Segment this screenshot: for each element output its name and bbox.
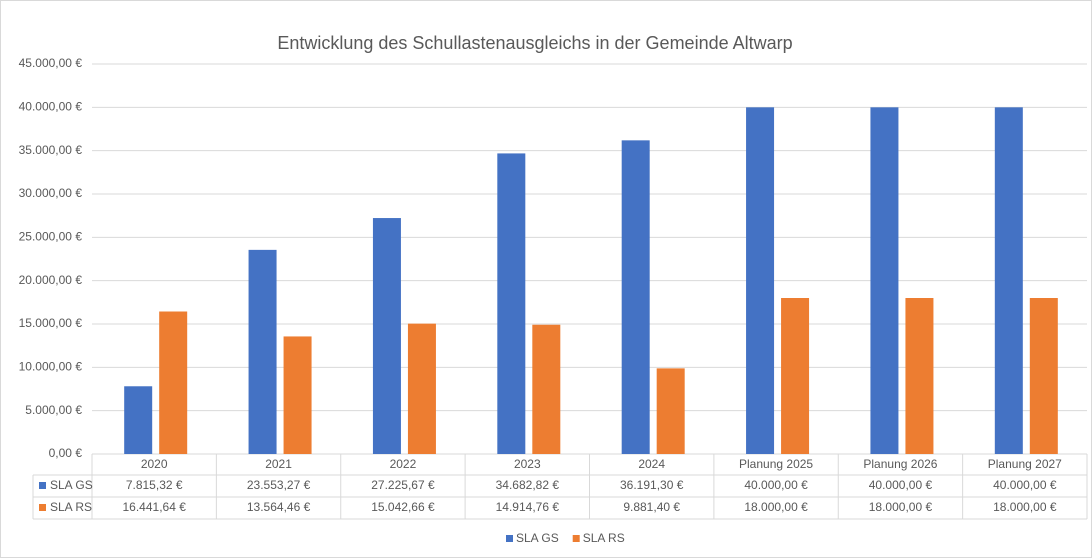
chart-title: Entwicklung des Schullastenausgleichs in… — [277, 33, 792, 53]
y-tick-label: 35.000,00 € — [19, 143, 83, 157]
x-tick-label: Planung 2027 — [988, 457, 1062, 471]
bar — [407, 323, 436, 454]
x-tick-label: 2024 — [638, 457, 665, 471]
table-cell: 40.000,00 € — [744, 478, 808, 492]
table-cell: 34.682,82 € — [496, 478, 560, 492]
bar — [781, 298, 810, 454]
x-tick-label: 2022 — [390, 457, 417, 471]
y-tick-label: 0,00 € — [49, 446, 83, 460]
table-cell: 14.914,76 € — [496, 500, 560, 514]
legend-label: SLA RS — [583, 531, 625, 545]
table-cell: 18.000,00 € — [869, 500, 933, 514]
x-tick-label: 2021 — [265, 457, 292, 471]
bar — [621, 140, 650, 454]
bar — [159, 311, 188, 454]
y-tick-label: 45.000,00 € — [19, 56, 83, 70]
x-tick-label: 2023 — [514, 457, 541, 471]
bar — [994, 107, 1023, 454]
y-tick-label: 10.000,00 € — [19, 360, 83, 374]
legend-key — [572, 535, 580, 542]
table-cell: 13.564,46 € — [247, 500, 311, 514]
table-cell: 40.000,00 € — [993, 478, 1057, 492]
table-cell: 9.881,40 € — [623, 500, 680, 514]
table-series-name: SLA RS — [50, 500, 92, 514]
bar — [124, 386, 153, 454]
x-tick-label: 2020 — [141, 457, 168, 471]
table-series-name: SLA GS — [50, 478, 93, 492]
table-legend-key — [39, 504, 46, 511]
table-cell: 18.000,00 € — [744, 500, 808, 514]
y-tick-label: 15.000,00 € — [19, 316, 83, 330]
bar — [905, 298, 934, 454]
y-tick-label: 20.000,00 € — [19, 273, 83, 287]
y-tick-label: 25.000,00 € — [19, 230, 83, 244]
y-tick-label: 30.000,00 € — [19, 186, 83, 200]
x-tick-label: Planung 2026 — [863, 457, 937, 471]
bar — [656, 368, 685, 454]
bar — [532, 324, 561, 454]
table-cell: 7.815,32 € — [126, 478, 183, 492]
bar — [746, 107, 775, 454]
legend-label: SLA GS — [516, 531, 559, 545]
table-legend-key — [39, 482, 46, 489]
table-cell: 15.042,66 € — [371, 500, 435, 514]
table-cell: 36.191,30 € — [620, 478, 684, 492]
bar — [283, 336, 312, 454]
bar — [372, 218, 401, 454]
bar — [870, 107, 899, 454]
bar — [248, 249, 277, 454]
x-tick-label: Planung 2025 — [739, 457, 813, 471]
y-tick-label: 5.000,00 € — [25, 403, 82, 417]
table-cell: 27.225,67 € — [371, 478, 435, 492]
table-cell: 23.553,27 € — [247, 478, 311, 492]
bar — [1029, 298, 1058, 454]
table-cell: 16.441,64 € — [122, 500, 186, 514]
table-cell: 40.000,00 € — [869, 478, 933, 492]
table-cell: 18.000,00 € — [993, 500, 1057, 514]
y-tick-label: 40.000,00 € — [19, 100, 83, 114]
bar — [497, 153, 526, 454]
legend-key — [506, 535, 513, 542]
